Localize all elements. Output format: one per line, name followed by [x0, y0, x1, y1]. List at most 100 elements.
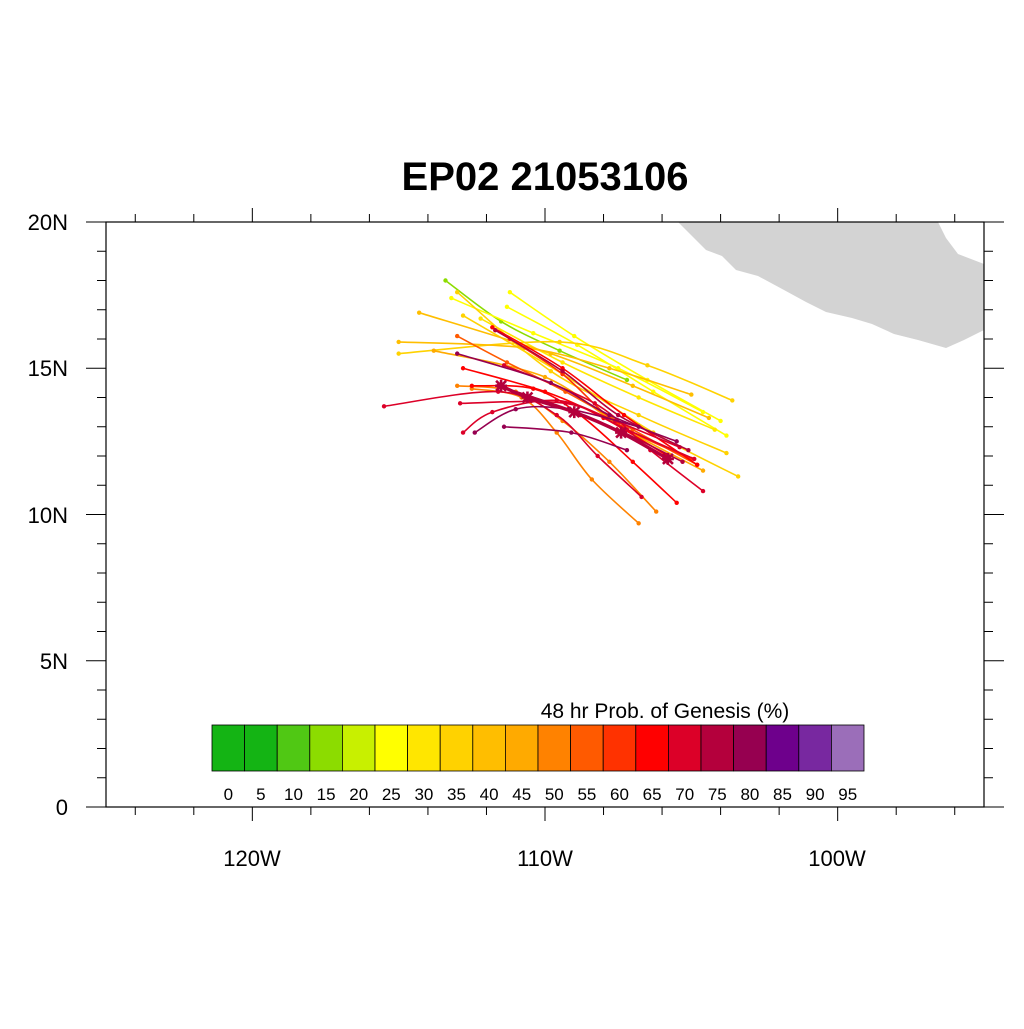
- track-point: [490, 409, 495, 415]
- track-point: [706, 415, 712, 421]
- legend-label: 20: [349, 785, 368, 804]
- track-point: [431, 348, 436, 353]
- track-point: [718, 418, 723, 424]
- legend-color-box: [309, 724, 343, 772]
- track-point: [674, 500, 679, 505]
- legend-labels: 0 5 10 15 20 25 30 35 40 45 50 55 60 65 70 75 80 85 90 95: [224, 785, 858, 804]
- axis-ticks: [86, 208, 1004, 821]
- track-point: [490, 325, 495, 330]
- mean-track: [495, 379, 674, 465]
- track-point: [443, 278, 448, 283]
- track-line: [509, 291, 721, 422]
- track-line: [494, 329, 689, 451]
- track-point: [557, 348, 562, 353]
- track-point: [455, 290, 460, 295]
- track-point: [554, 430, 559, 435]
- track-line: [474, 405, 639, 434]
- latitude-axis-labels: 20N 15N 10N 5N 0: [28, 210, 68, 820]
- track-point: [569, 430, 574, 435]
- track-point: [700, 488, 706, 494]
- legend-color-box: [570, 724, 604, 772]
- track-line: [456, 352, 677, 443]
- legend-label: 95: [838, 785, 857, 804]
- lat-label-15n: 15N: [28, 356, 68, 381]
- track-line: [383, 390, 643, 498]
- legend-color-box: [831, 724, 865, 772]
- legend-color-box: [602, 724, 637, 772]
- lat-label-20n: 20N: [28, 210, 68, 235]
- track-point: [654, 509, 659, 514]
- track-point: [735, 474, 741, 479]
- track-point: [607, 412, 612, 418]
- mean-track-marker: [495, 379, 508, 392]
- legend-label: 45: [512, 785, 531, 804]
- track-point: [381, 404, 387, 409]
- legend-color-box: [276, 724, 311, 772]
- track-point: [460, 313, 466, 318]
- legend-color-box: [635, 724, 669, 772]
- legend-label: 65: [643, 785, 662, 804]
- longitude-axis-labels: 120W 110W 100W: [223, 846, 866, 871]
- track-point: [624, 447, 630, 453]
- track-point: [449, 295, 454, 301]
- track-point: [686, 447, 691, 453]
- track-point: [542, 374, 548, 380]
- track-line: [491, 326, 698, 466]
- track-point: [548, 380, 554, 386]
- legend-color-box: [439, 724, 474, 772]
- legend-label: 55: [577, 785, 596, 804]
- legend-label: 35: [447, 785, 466, 804]
- track-line: [451, 297, 704, 413]
- mean-track-marker: [661, 452, 674, 465]
- track-point: [542, 389, 548, 394]
- track-point: [478, 316, 483, 321]
- mean-track-marker: [615, 426, 628, 439]
- track-point: [554, 398, 559, 403]
- track-line: [456, 291, 727, 454]
- track-point: [589, 477, 595, 482]
- track-point: [595, 453, 600, 459]
- track-point: [700, 468, 706, 473]
- track-point: [692, 456, 697, 462]
- track-point: [455, 383, 460, 388]
- track-point: [469, 383, 475, 388]
- track-point: [636, 521, 641, 526]
- track-point: [572, 333, 577, 339]
- legend-label: 30: [414, 785, 433, 804]
- legend-label: 40: [480, 785, 499, 804]
- track-point: [651, 389, 656, 394]
- ensemble-tracks: [381, 278, 741, 526]
- track-point: [615, 412, 621, 418]
- track-point: [630, 459, 635, 465]
- legend-color-box: [244, 724, 278, 772]
- track-point: [455, 351, 460, 356]
- track-point: [472, 430, 477, 435]
- track-point: [504, 360, 510, 365]
- legend-label: 90: [806, 785, 825, 804]
- legend-label: 70: [675, 785, 694, 804]
- legend-label: 75: [708, 785, 727, 804]
- track-point: [724, 450, 729, 456]
- track-point: [548, 368, 554, 374]
- track-point: [615, 366, 621, 371]
- legend-label: 50: [545, 785, 564, 804]
- legend-color-box: [374, 724, 408, 772]
- track-point: [624, 377, 630, 383]
- track-point: [639, 494, 644, 500]
- track-point: [457, 401, 463, 406]
- legend-label: 10: [284, 785, 303, 804]
- track-point: [636, 424, 641, 429]
- track-point: [560, 368, 565, 374]
- legend-color-box: [472, 724, 506, 772]
- legend-color-box: [733, 724, 767, 772]
- track-point: [730, 398, 735, 403]
- track-line: [462, 314, 739, 478]
- track-point: [694, 462, 700, 467]
- track-point: [621, 412, 627, 418]
- legend-color-box: [798, 724, 832, 772]
- track-point: [460, 430, 466, 435]
- legend-color-box: [668, 724, 702, 772]
- legend-color-box: [700, 724, 734, 772]
